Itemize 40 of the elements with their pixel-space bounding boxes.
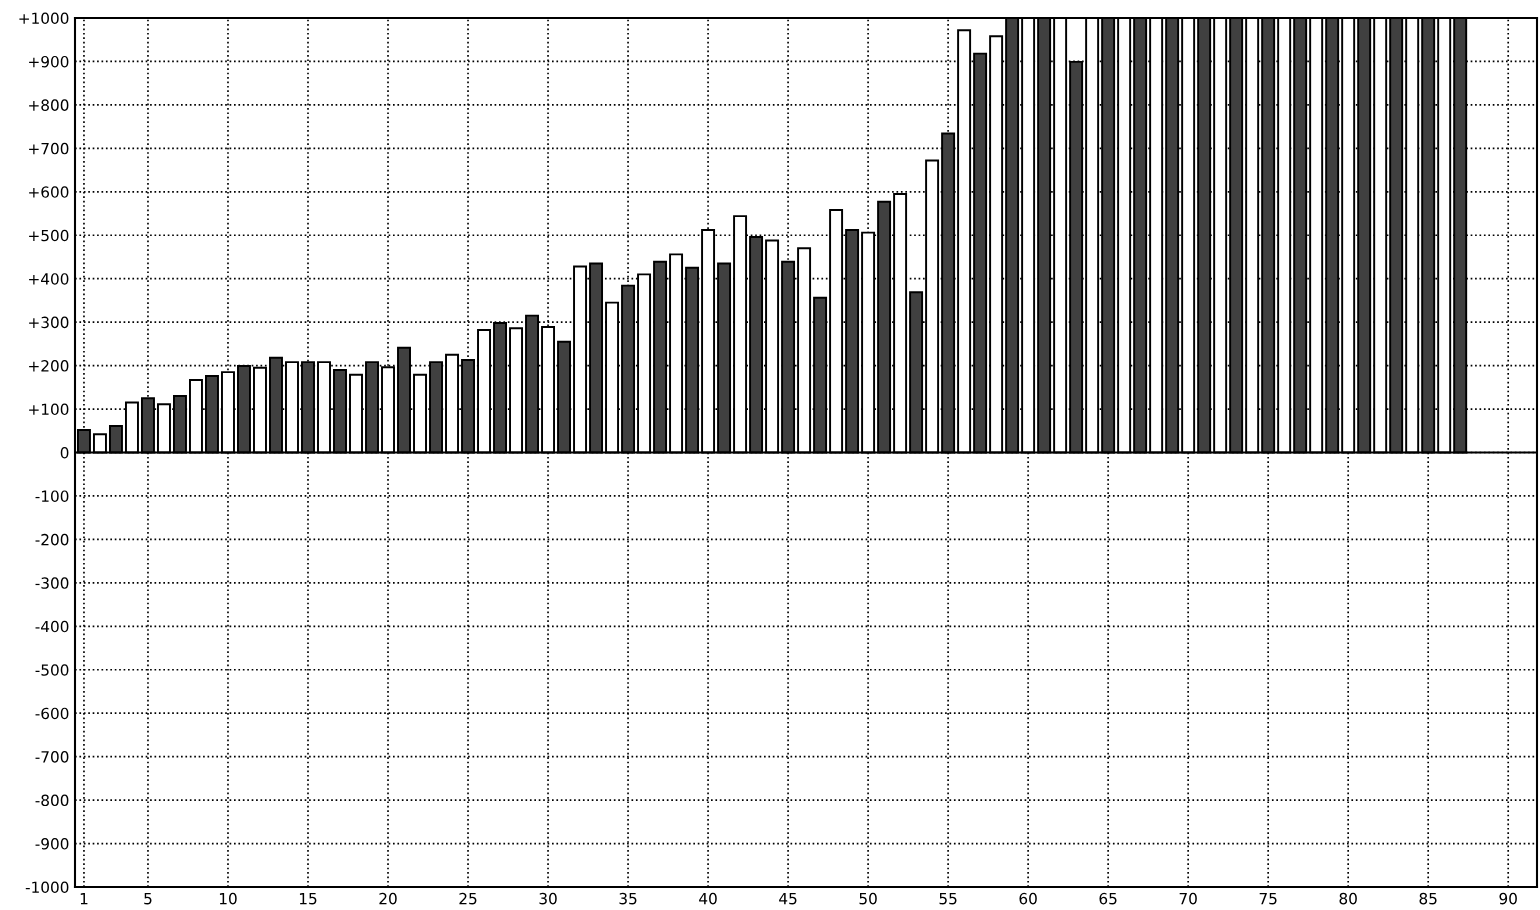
x-tick-label: 65 [1099, 892, 1117, 905]
x-tick-label: 80 [1339, 892, 1357, 905]
x-tick-label: 30 [539, 892, 557, 905]
x-tick-label: 75 [1259, 893, 1277, 905]
y-tick-label: -200 [35, 533, 69, 546]
x-tick-label: 25 [459, 892, 477, 905]
y-tick-label: -1000 [25, 881, 69, 894]
y-tick-label: +400 [29, 273, 69, 285]
x-tick-label: 5 [144, 893, 152, 905]
x-tick-label: 85 [1419, 892, 1437, 905]
x-tick-label: 15 [299, 893, 317, 905]
y-tick-label: +300 [29, 316, 69, 329]
y-tick-label: -400 [35, 620, 69, 633]
y-tick-label: -100 [35, 490, 69, 502]
y-tick-label: -700 [35, 751, 69, 763]
x-tick-label: 45 [779, 893, 797, 905]
y-tick-label: -900 [35, 838, 69, 850]
y-tick-label: 0 [60, 446, 69, 459]
y-tick-label: -600 [35, 707, 69, 720]
x-tick-label: 70 [1179, 892, 1197, 905]
y-tick-label: +900 [29, 55, 69, 68]
x-tick-label: 50 [859, 892, 877, 905]
x-tick-label: 90 [1499, 892, 1517, 905]
x-tick-label: 35 [619, 892, 637, 905]
y-tick-label: +800 [29, 99, 69, 111]
x-tick-label: 60 [1019, 892, 1037, 905]
y-tick-label: +600 [29, 186, 69, 198]
y-tick-label: +200 [29, 360, 69, 372]
y-tick-label: +500 [29, 229, 69, 242]
y-tick-label: -800 [35, 794, 69, 807]
x-tick-label: 20 [379, 892, 397, 905]
x-tick-label: 40 [699, 892, 717, 905]
x-tick-label: 1 [80, 893, 88, 905]
y-tick-label: -500 [35, 664, 69, 676]
x-tick-label: 10 [219, 892, 237, 905]
y-tick-label: +100 [29, 403, 69, 416]
y-tick-label: +700 [29, 142, 69, 155]
x-tick-label: 55 [939, 893, 957, 905]
y-tick-label: -300 [35, 577, 69, 589]
y-tick-label: +1000 [19, 12, 69, 25]
